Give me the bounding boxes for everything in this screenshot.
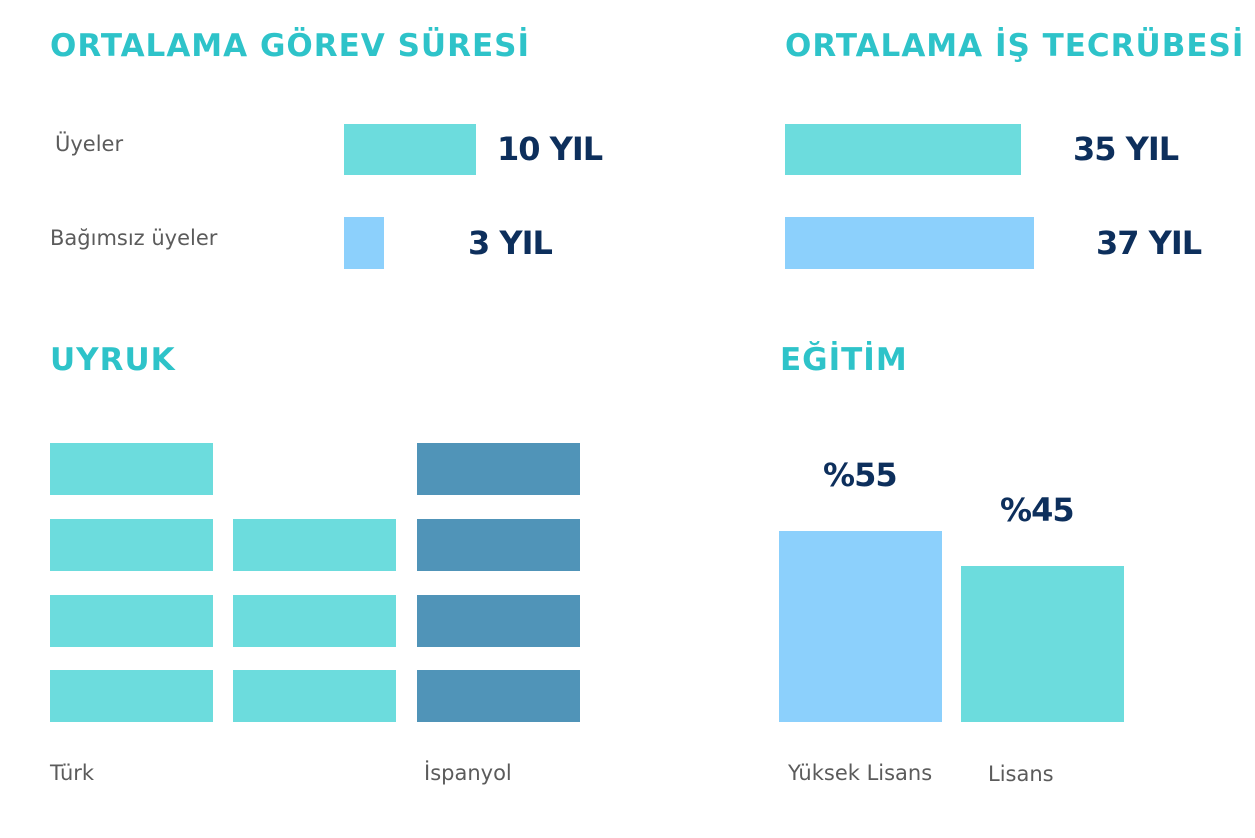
education-bar-masters <box>779 531 942 722</box>
education-bar-bachelors <box>961 566 1124 722</box>
experience-bar-members <box>785 124 1021 175</box>
experience-title: ORTALAMA İŞ TECRÜBESİ <box>785 28 1245 64</box>
nationality-block <box>233 670 396 722</box>
tenure-bar-independent <box>344 217 384 269</box>
nationality-title: UYRUK <box>50 342 176 378</box>
tenure-label-members: Üyeler <box>55 132 124 156</box>
nationality-block <box>233 519 396 571</box>
education-label-masters: Yüksek Lisans <box>788 761 933 785</box>
nationality-block <box>50 670 213 722</box>
experience-bar-independent <box>785 217 1034 269</box>
nationality-block <box>417 519 580 571</box>
education-value-bachelors: %45 <box>1000 491 1075 529</box>
experience-value-members: 35 YIL <box>1073 130 1179 168</box>
nationality-label-spanish: İspanyol <box>424 761 512 785</box>
nationality-block <box>233 595 396 647</box>
nationality-block <box>50 443 213 495</box>
tenure-title: ORTALAMA GÖREV SÜRESİ <box>50 28 530 64</box>
education-value-masters: %55 <box>823 456 898 494</box>
tenure-label-independent: Bağımsız üyeler <box>50 226 218 250</box>
tenure-value-members: 10 YIL <box>497 130 603 168</box>
nationality-label-turkish: Türk <box>50 761 95 785</box>
education-label-bachelors: Lisans <box>988 762 1054 786</box>
nationality-block <box>50 519 213 571</box>
tenure-value-independent: 3 YIL <box>468 224 553 262</box>
nationality-block <box>417 670 580 722</box>
nationality-block <box>50 595 213 647</box>
nationality-block <box>417 443 580 495</box>
education-title: EĞİTİM <box>780 342 908 378</box>
nationality-block <box>417 595 580 647</box>
tenure-bar-members <box>344 124 476 175</box>
experience-value-independent: 37 YIL <box>1096 224 1202 262</box>
